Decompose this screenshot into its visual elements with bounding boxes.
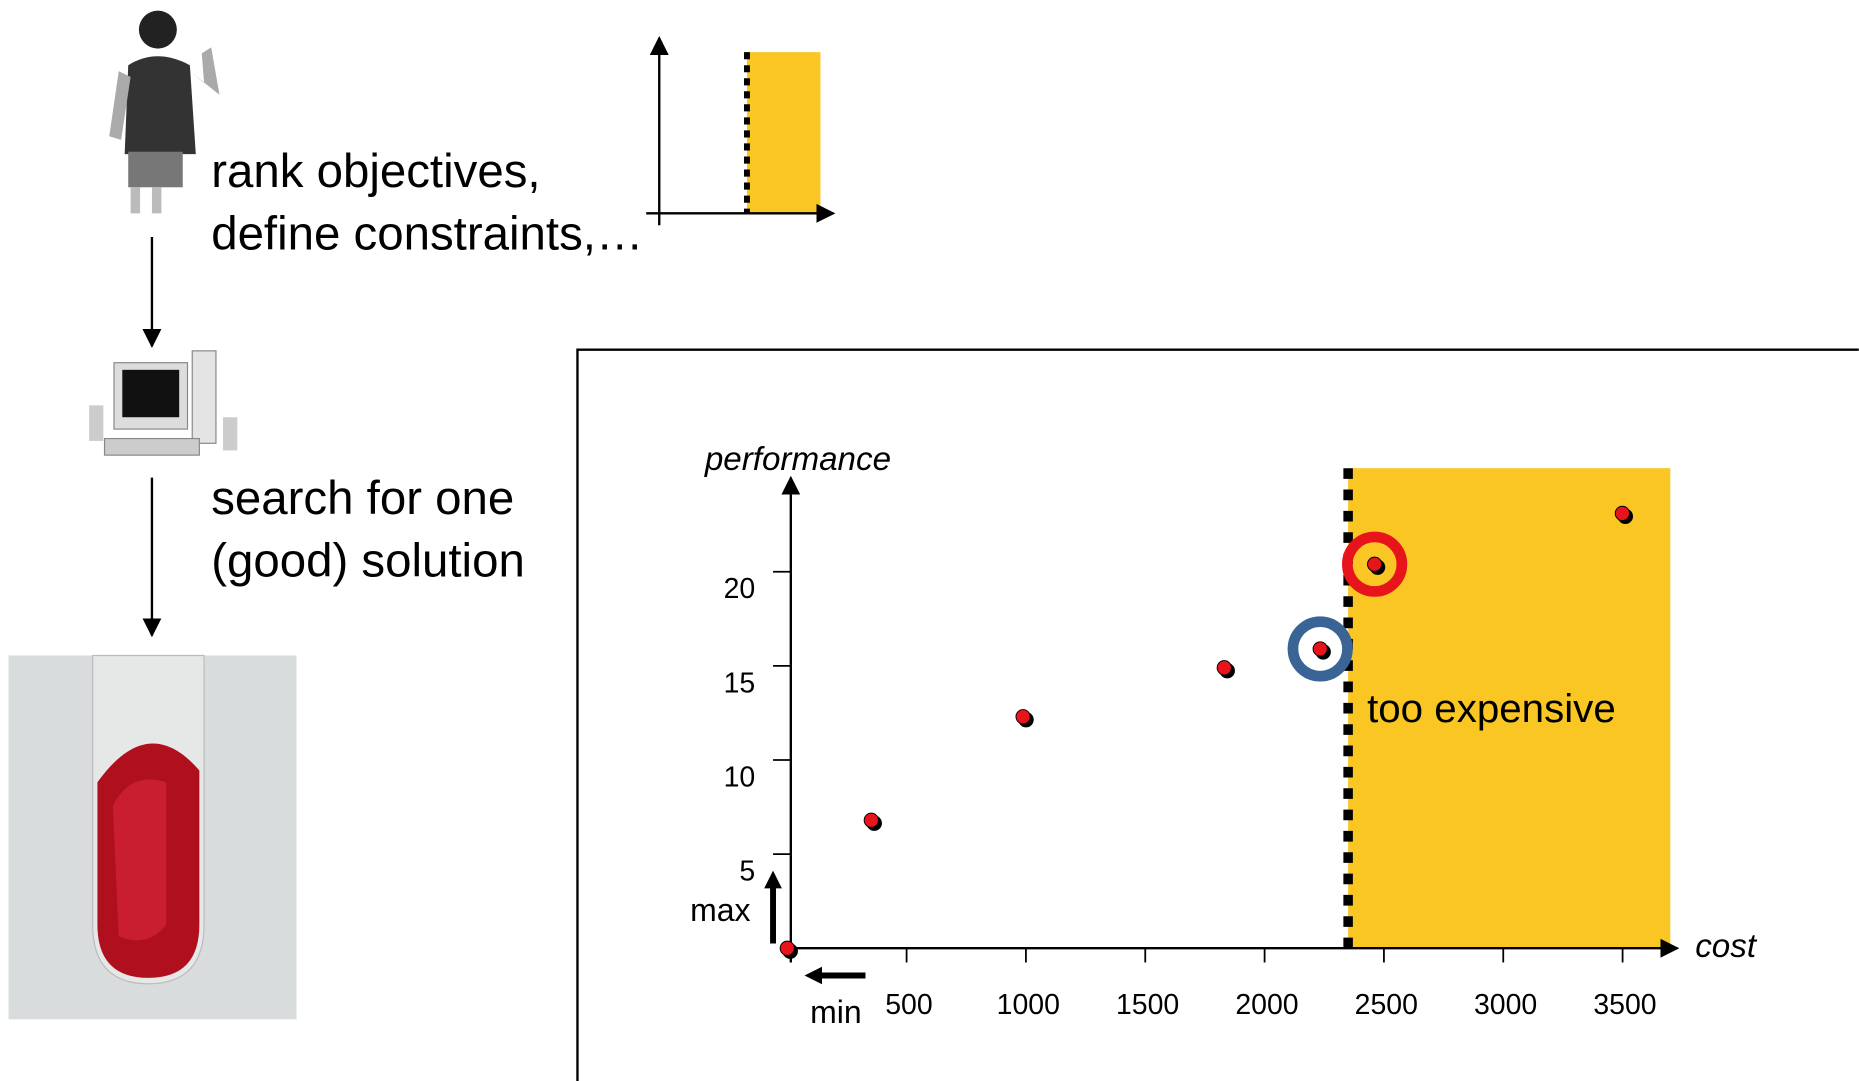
frame bbox=[576, 348, 1859, 1081]
person-icon bbox=[109, 10, 220, 214]
x-tick-label: 500 bbox=[885, 989, 932, 1021]
step-text: search for one bbox=[211, 472, 514, 525]
point bbox=[1614, 505, 1630, 521]
y-tick-label: 5 bbox=[739, 856, 755, 888]
x-tick-label: 1500 bbox=[1116, 989, 1179, 1021]
x-tick-label: 2500 bbox=[1355, 989, 1418, 1021]
step-text: define constraints,… bbox=[211, 208, 643, 261]
x-tick-label: 3500 bbox=[1593, 989, 1656, 1021]
y-tick-label: 15 bbox=[724, 667, 756, 699]
region-label: too expensive bbox=[1367, 686, 1616, 731]
point bbox=[863, 812, 879, 828]
highlight-ring bbox=[1287, 616, 1353, 682]
x-tick-label: 3000 bbox=[1474, 989, 1537, 1021]
y-tick-label: 10 bbox=[724, 761, 756, 793]
y-axis-title: performance bbox=[704, 441, 891, 478]
step-text: rank objectives, bbox=[211, 145, 540, 198]
mini-chart-icon bbox=[646, 36, 836, 226]
point bbox=[1015, 709, 1031, 725]
test-tube-photo bbox=[8, 654, 297, 1020]
x-axis-title: cost bbox=[1695, 928, 1758, 965]
highlight-ring bbox=[1342, 531, 1408, 597]
point bbox=[1216, 660, 1232, 676]
step-text: (good) solution bbox=[211, 535, 525, 588]
point bbox=[1312, 641, 1328, 657]
min-label: min bbox=[810, 994, 862, 1030]
computer-icon bbox=[89, 350, 238, 456]
x-tick-label: 2000 bbox=[1235, 989, 1298, 1021]
x-tick-label: 1000 bbox=[997, 989, 1060, 1021]
y-tick-label: 20 bbox=[724, 573, 756, 605]
point bbox=[1367, 556, 1383, 572]
point bbox=[779, 940, 795, 956]
max-label: max bbox=[690, 892, 750, 928]
